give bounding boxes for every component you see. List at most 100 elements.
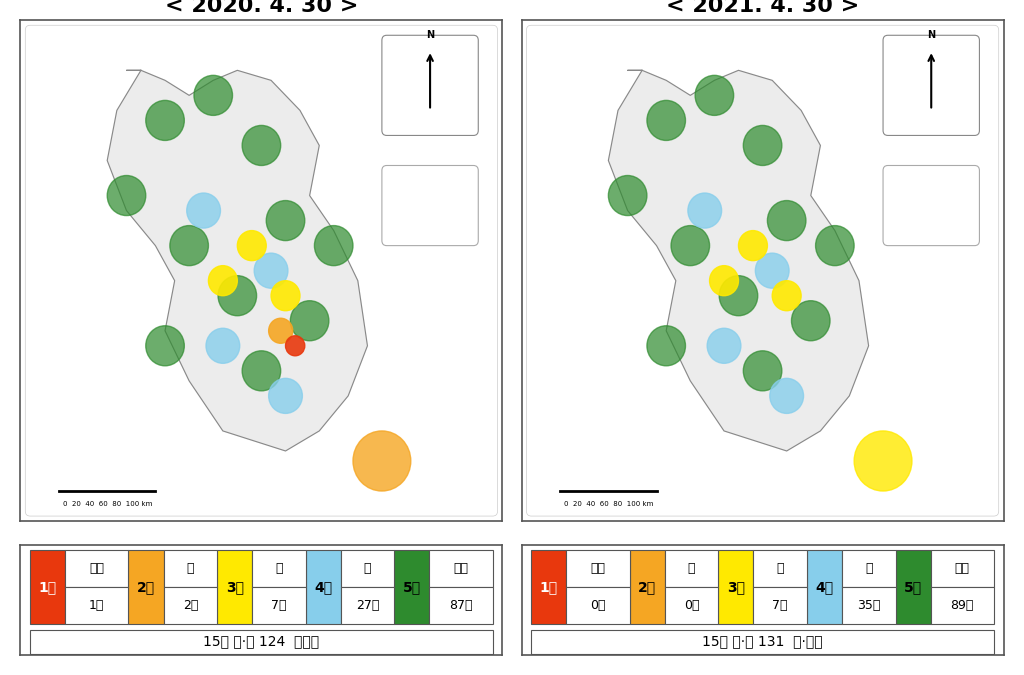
Text: 0개: 0개 (684, 599, 699, 612)
Circle shape (770, 379, 804, 413)
Circle shape (186, 193, 220, 228)
FancyBboxPatch shape (26, 25, 498, 516)
Circle shape (792, 300, 830, 341)
Text: 극심: 극심 (591, 562, 605, 575)
Circle shape (254, 253, 288, 288)
Text: 35개: 35개 (857, 599, 881, 612)
Circle shape (170, 225, 209, 266)
Circle shape (608, 176, 647, 215)
Text: 0  20  40  60  80  100 km: 0 20 40 60 80 100 km (563, 501, 653, 507)
Circle shape (743, 126, 782, 165)
FancyBboxPatch shape (30, 630, 493, 653)
FancyBboxPatch shape (382, 35, 478, 136)
Text: 5급: 5급 (402, 580, 421, 594)
Text: 2급: 2급 (137, 580, 155, 594)
Text: 5급: 5급 (904, 580, 922, 594)
Circle shape (314, 225, 353, 266)
Text: 7개: 7개 (271, 599, 287, 612)
Circle shape (767, 200, 806, 240)
FancyBboxPatch shape (842, 587, 896, 624)
FancyBboxPatch shape (164, 550, 217, 587)
Text: 7개: 7개 (772, 599, 787, 612)
Circle shape (756, 253, 790, 288)
Text: 2급: 2급 (638, 580, 656, 594)
FancyBboxPatch shape (807, 550, 842, 624)
Circle shape (695, 76, 733, 115)
Circle shape (353, 431, 411, 491)
Text: 4급: 4급 (815, 580, 834, 594)
Circle shape (268, 379, 302, 413)
Text: 극심: 극심 (89, 562, 104, 575)
FancyBboxPatch shape (754, 550, 807, 587)
FancyBboxPatch shape (394, 550, 429, 624)
FancyBboxPatch shape (842, 550, 896, 587)
Circle shape (268, 318, 293, 344)
Text: 0개: 0개 (590, 599, 606, 612)
FancyBboxPatch shape (665, 550, 718, 587)
Text: 3급: 3급 (225, 580, 244, 594)
Text: 27개: 27개 (356, 599, 379, 612)
Text: 0  20  40  60  80  100 km: 0 20 40 60 80 100 km (62, 501, 152, 507)
FancyBboxPatch shape (531, 550, 566, 624)
Circle shape (194, 76, 232, 115)
FancyBboxPatch shape (883, 35, 979, 136)
FancyBboxPatch shape (341, 587, 394, 624)
FancyBboxPatch shape (164, 587, 217, 624)
FancyBboxPatch shape (341, 550, 394, 587)
FancyBboxPatch shape (665, 587, 718, 624)
Text: 89개: 89개 (950, 599, 974, 612)
FancyBboxPatch shape (382, 165, 478, 246)
Circle shape (647, 101, 685, 140)
Circle shape (286, 335, 305, 356)
Circle shape (238, 231, 266, 261)
Text: 87개: 87개 (450, 599, 473, 612)
Text: 1급: 1급 (540, 580, 558, 594)
Circle shape (738, 231, 767, 261)
Circle shape (242, 351, 281, 391)
Text: 중: 중 (776, 562, 783, 575)
FancyBboxPatch shape (931, 550, 994, 587)
Polygon shape (108, 70, 368, 451)
FancyBboxPatch shape (252, 587, 306, 624)
Circle shape (145, 326, 184, 366)
Text: 1개: 1개 (89, 599, 104, 612)
Title: < 2020. 4. 30 >: < 2020. 4. 30 > (165, 0, 358, 16)
Polygon shape (608, 70, 868, 451)
Circle shape (719, 275, 758, 316)
Text: 경미: 경미 (954, 562, 970, 575)
Circle shape (108, 176, 145, 215)
FancyBboxPatch shape (566, 550, 630, 587)
Circle shape (271, 281, 300, 311)
FancyBboxPatch shape (128, 550, 164, 624)
Text: N: N (927, 30, 935, 40)
Circle shape (854, 431, 912, 491)
Circle shape (209, 266, 238, 296)
Circle shape (218, 275, 257, 316)
Circle shape (671, 225, 710, 266)
Circle shape (242, 126, 281, 165)
Text: 15개 시·도 131  시·군구: 15개 시·도 131 시·군구 (702, 634, 823, 649)
FancyBboxPatch shape (66, 550, 128, 587)
Text: 경: 경 (364, 562, 372, 575)
Text: 경미: 경미 (454, 562, 469, 575)
Circle shape (206, 328, 240, 363)
FancyBboxPatch shape (526, 25, 998, 516)
Text: 심: 심 (186, 562, 195, 575)
FancyBboxPatch shape (429, 587, 493, 624)
Text: 1급: 1급 (39, 580, 56, 594)
Circle shape (145, 101, 184, 140)
Text: N: N (426, 30, 434, 40)
Circle shape (743, 351, 782, 391)
Circle shape (647, 326, 685, 366)
FancyBboxPatch shape (630, 550, 665, 624)
Circle shape (772, 281, 801, 311)
Title: < 2021. 4. 30 >: < 2021. 4. 30 > (666, 0, 859, 16)
FancyBboxPatch shape (252, 550, 306, 587)
FancyBboxPatch shape (306, 550, 341, 624)
FancyBboxPatch shape (66, 587, 128, 624)
Circle shape (688, 193, 722, 228)
FancyBboxPatch shape (566, 587, 630, 624)
FancyBboxPatch shape (931, 587, 994, 624)
Circle shape (291, 300, 329, 341)
Circle shape (815, 225, 854, 266)
